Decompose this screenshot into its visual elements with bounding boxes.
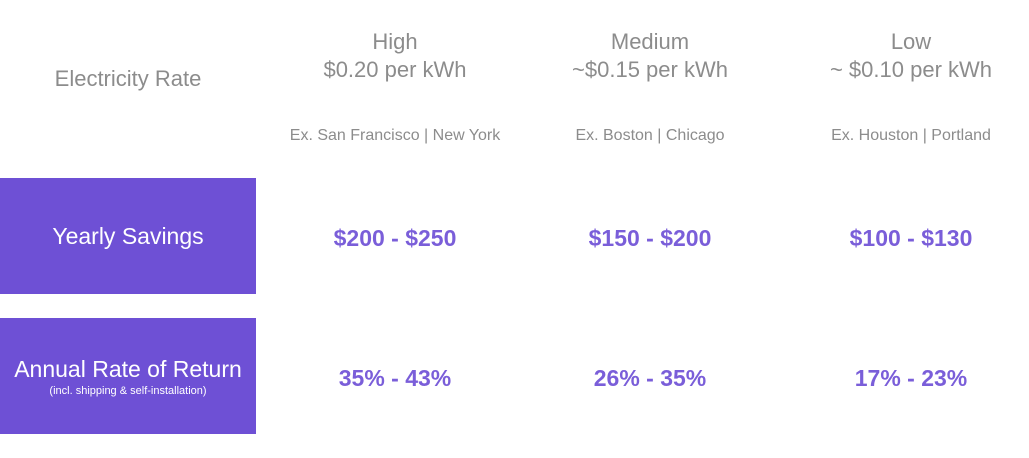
cell-value: $150 - $200 bbox=[588, 225, 712, 251]
column-rate: $0.20 per kWh bbox=[323, 57, 467, 82]
row-label-box: Yearly Savings bbox=[0, 178, 256, 294]
header-label: Electricity Rate bbox=[54, 66, 202, 91]
column-examples: Ex. San Francisco | New York bbox=[289, 127, 501, 144]
cell-value: 17% - 23% bbox=[854, 365, 968, 391]
cell-value: 26% - 35% bbox=[593, 365, 707, 391]
column-level: Low bbox=[890, 29, 932, 54]
row-label-box: Annual Rate of Return (incl. shipping & … bbox=[0, 318, 256, 434]
cell-value: $200 - $250 bbox=[333, 225, 457, 251]
column-level: High bbox=[372, 29, 418, 54]
column-level: Medium bbox=[610, 29, 690, 54]
row-note: (incl. shipping & self-installation) bbox=[49, 384, 207, 397]
column-rate: ~ $0.10 per kWh bbox=[829, 57, 993, 82]
column-examples: Ex. Houston | Portland bbox=[831, 127, 991, 144]
row-label: Annual Rate of Return bbox=[14, 355, 242, 382]
column-examples: Ex. Boston | Chicago bbox=[575, 127, 725, 144]
cell-value: $100 - $130 bbox=[849, 225, 973, 251]
row-label: Yearly Savings bbox=[52, 222, 204, 249]
cell-value: 35% - 43% bbox=[338, 365, 452, 391]
column-rate: ~$0.15 per kWh bbox=[572, 57, 728, 82]
